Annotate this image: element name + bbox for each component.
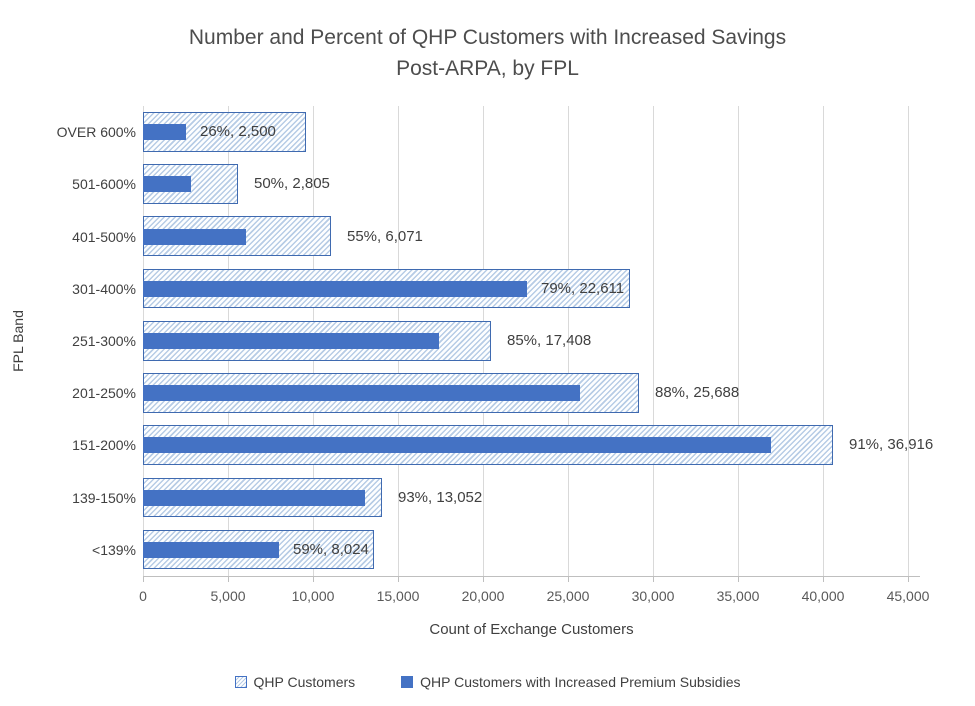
x-tick-label: 40,000 [801,588,845,604]
legend-item-qhp-customers: QHP Customers [234,674,356,690]
chart-title: Number and Percent of QHP Customers with… [0,22,975,84]
x-tick-mark [653,576,654,582]
gridline [568,106,569,576]
data-label: 26%, 2,500 [200,123,276,141]
x-tick-mark [908,576,909,582]
bar-increased-subsidies [143,489,365,506]
data-label: 85%, 17,408 [507,332,592,349]
category-label: 501-600% [72,176,136,193]
x-tick-label: 35,000 [716,588,760,604]
gridline [823,106,824,576]
data-label: 55%, 6,071 [347,227,423,245]
gridline [738,106,739,576]
bar-increased-subsidies [143,437,771,454]
x-tick-mark [568,576,569,582]
x-tick-label: 0 [139,588,147,604]
x-tick-mark [313,576,314,582]
plot-area: 26%, 2,500 50%, 2,805 55%, 6,071 79%, 22,61… [143,106,933,576]
category-label: 201-250% [72,385,136,402]
data-label: 79%, 22,611 [541,279,625,297]
bar-increased-subsidies [143,333,439,349]
x-axis-line [143,576,920,577]
x-tick-mark [228,576,229,582]
bar-increased-subsidies [143,280,527,297]
legend: QHP Customers QHP Customers with Increas… [0,674,975,690]
x-axis-title: Count of Exchange Customers [429,621,634,638]
category-label: OVER 600% [56,124,136,141]
x-tick-mark [823,576,824,582]
legend-label-qhp-customers: QHP Customers [253,674,356,690]
x-tick-mark [143,576,144,582]
gridline [908,106,909,576]
category-label: 151-200% [72,437,136,454]
legend-label-increased-subsidies: QHP Customers with Increased Premium Sub… [420,674,741,690]
hatched-swatch-icon [234,676,247,688]
gridline [653,106,654,576]
bar-increased-subsidies [143,385,580,402]
category-label: 251-300% [72,333,136,349]
legend-item-increased-subsidies: QHP Customers with Increased Premium Sub… [401,674,740,690]
data-label: 93%, 13,052 [398,488,483,506]
category-label: <139% [92,541,136,558]
data-label: 91%, 36,916 [849,436,934,454]
x-tick-label: 15,000 [376,588,420,604]
x-tick-label: 10,000 [291,588,335,604]
category-label: 301-400% [72,280,136,297]
chart-title-line-1: Number and Percent of QHP Customers with… [188,26,787,49]
x-tick-label: 20,000 [461,588,505,604]
x-tick-label: 45,000 [886,588,930,604]
chart-title-line-2: Post-ARPA, by FPL [396,57,579,80]
solid-swatch-icon [401,676,414,688]
x-tick-mark [483,576,484,582]
data-label: 50%, 2,805 [254,175,330,193]
x-tick-label: 25,000 [546,588,590,604]
category-label: 401-500% [72,228,136,245]
bar-increased-subsidies [143,176,191,193]
bar-increased-subsidies [143,124,186,141]
data-label: 88%, 25,688 [655,384,740,402]
x-tick-mark [738,576,739,582]
data-label: 59%, 8,024 [293,540,369,558]
x-tick-label: 30,000 [631,588,675,604]
category-label: 139-150% [72,489,136,506]
bar-increased-subsidies [143,541,279,558]
x-tick-label: 5,000 [210,588,246,604]
x-tick-mark [398,576,399,582]
bar-increased-subsidies [143,228,246,245]
